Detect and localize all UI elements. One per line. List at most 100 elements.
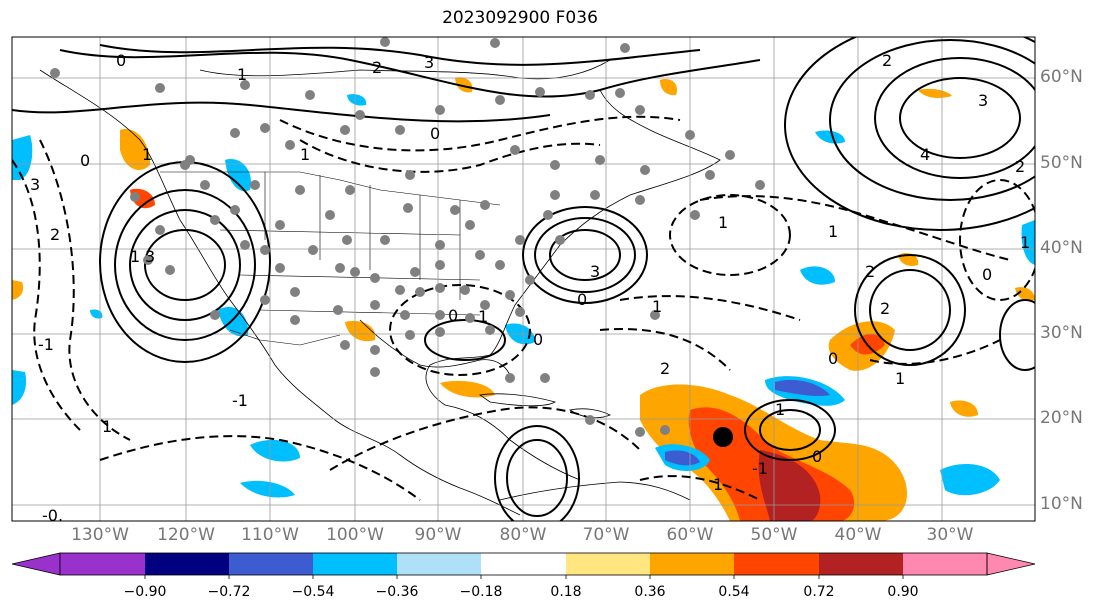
colorbar-bin [903,553,987,575]
contour-label: 1 [237,65,247,84]
cold-anomaly-e-atlantic [940,464,1000,496]
latitude-label: 10°N [1040,494,1083,514]
cold-anomaly-pacific-sw [250,439,300,462]
contour-label: 0 [812,447,822,466]
cold-anomaly-atlantic-core [775,379,830,397]
warm-anomaly-e-atlantic [950,400,978,417]
colorbar-label: −0.18 [459,584,503,600]
colorbar-label: −0.72 [207,584,251,600]
longitude-label: 100°W [326,525,384,545]
longitude-label: 40°W [834,525,882,545]
longitude-label: 60°W [666,525,714,545]
contour-label: 1 [718,213,728,232]
contour-label: 0 [577,290,587,309]
station-dots [50,37,765,437]
contour-label: 3 [145,247,155,266]
contour-label: 1 [775,400,785,419]
cold-anomaly-caribbean-core [665,450,700,466]
contour-label: 1 [142,145,152,164]
contour-label: 2 [372,58,382,77]
contour-storm [759,409,821,451]
contour-label: -1 [232,391,248,410]
latitude-label: 60°N [1040,67,1083,87]
contour-label: 1 [1020,233,1030,252]
colorbar-label: −0.90 [123,584,167,600]
south-america-north [499,481,691,501]
contour-label: 1 [102,417,112,436]
cold-anomaly-pacific-s [240,480,295,498]
cold-anomaly-w-edge [12,370,27,405]
longitude-label: 70°W [582,525,630,545]
gulf-coast [359,319,511,376]
cuba [478,393,557,407]
contour-label: -0. [42,506,63,525]
contour-high-east-us [549,229,621,281]
cold-anomaly-e-edge [1021,220,1035,265]
warm-anomaly-e-edge [1015,287,1035,301]
colorbar-bin [229,553,313,575]
contour-label: 0 [80,151,90,170]
colorbar-bin [60,553,145,575]
warm-anomaly-canada [455,77,473,93]
contour-label: 0 [533,330,543,349]
contour-high-n-atlantic [899,77,1021,159]
warm-anomaly-gulf-south [440,380,495,398]
longitude-label: 130°W [71,525,129,545]
warm-anomaly-labrador [660,79,678,96]
colorbar-bin [566,553,650,575]
contour-label: 1 [895,369,905,388]
contour-label: 2 [50,225,60,244]
contour-mid-atl [869,269,951,351]
contour-label: 2 [880,299,890,318]
colorbar-bin [145,553,229,575]
political-borders [160,171,501,346]
contour-label: 3 [590,262,600,281]
longitude-label: 50°W [750,525,798,545]
contour-label: -1 [38,335,54,354]
cold-anomaly-rockies [225,159,251,192]
longitude-label: 30°W [926,525,974,545]
contour-label: 0 [448,306,458,325]
warm-anomaly-n-atlantic [918,88,952,98]
colorbar-bin [481,553,566,575]
cold-anomaly-north-atl [815,130,845,144]
colorbar-label: 0.72 [803,584,835,600]
colorbar-label: −0.36 [375,584,419,600]
map-title: 2023092900 F036 [442,8,598,28]
contour-label: 1 [713,475,723,494]
contour-label: 0 [116,51,126,70]
contour-label: 1 [300,145,310,164]
colorbar-bin [819,553,903,575]
warm-anomaly-w-edge [12,280,24,300]
contour-label: 1 [828,222,838,241]
cold-anomaly-canada [347,94,367,106]
longitude-label: 90°W [414,525,462,545]
longitude-label: 120°W [157,525,215,545]
contour-label: 1 [130,247,140,266]
contour-label: 0 [828,349,838,368]
positive-contours [12,37,1035,521]
colorbar-label: 0.36 [634,584,666,600]
plot-frame [11,36,1036,522]
contour-label: 2 [1015,157,1025,176]
contour-high-west [144,229,226,301]
contour-label: 0 [430,124,440,143]
storm-center-marker [713,427,733,447]
warm-anomaly-texas [345,320,376,342]
colorbar-label: 0.90 [887,584,919,600]
contour-label: 2 [882,51,892,70]
contour-label: 2 [660,359,670,378]
negative-contours [12,115,1035,501]
north-america-east-coast [425,89,721,481]
colorbar-label: 0.54 [718,584,750,600]
contour-label: 1 [652,297,662,316]
plot-area [12,37,1035,521]
colorbar-bin [313,553,397,575]
colorbar-low-arrow [11,552,61,576]
latitude-label: 30°N [1040,323,1083,343]
colorbar-bin [650,553,734,575]
longitude-label: 80°W [499,525,547,545]
longitude-label: 110°W [241,525,299,545]
contour-high-caribbean [506,439,568,517]
contour-label: 2 [865,262,875,281]
